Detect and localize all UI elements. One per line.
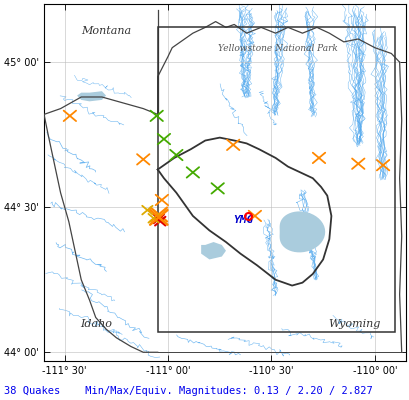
Text: Montana: Montana bbox=[81, 26, 131, 36]
Text: Yellowstone National Park: Yellowstone National Park bbox=[217, 44, 337, 54]
Text: YMG: YMG bbox=[233, 215, 253, 225]
Polygon shape bbox=[77, 91, 106, 101]
Polygon shape bbox=[201, 242, 225, 260]
Bar bbox=[157, 27, 395, 332]
Text: Wyoming: Wyoming bbox=[327, 319, 380, 329]
Text: Idaho: Idaho bbox=[79, 319, 111, 329]
Text: 38 Quakes    Min/Max/Equiv. Magnitudes: 0.13 / 2.20 / 2.827: 38 Quakes Min/Max/Equiv. Magnitudes: 0.1… bbox=[4, 386, 372, 396]
Polygon shape bbox=[279, 211, 324, 252]
